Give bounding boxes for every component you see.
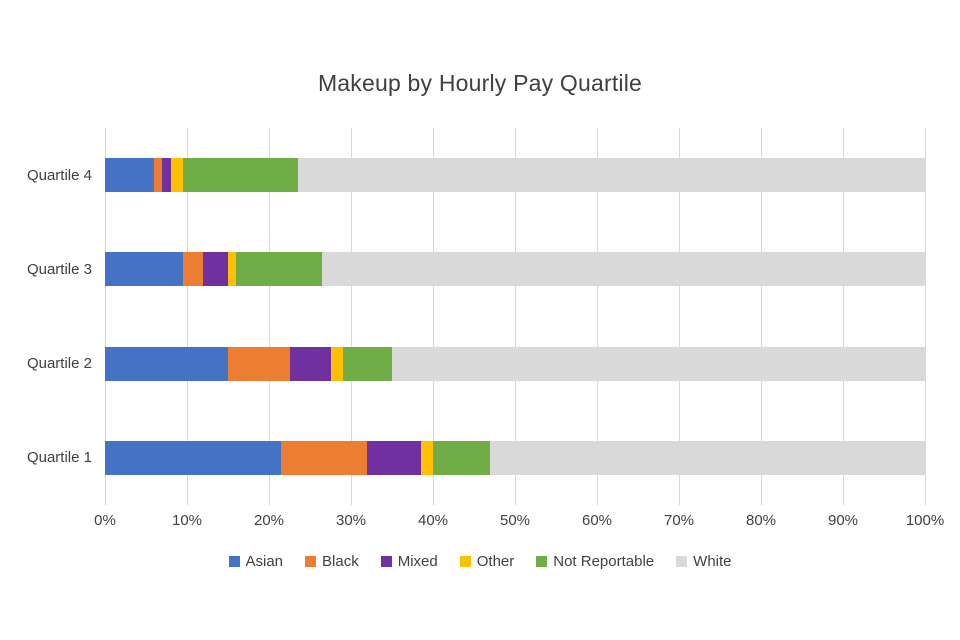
bar-segment-white bbox=[490, 440, 925, 475]
bar-segment-other bbox=[330, 346, 343, 381]
x-tick-label: 80% bbox=[745, 512, 777, 529]
legend-item: Mixed bbox=[380, 553, 438, 570]
x-tick-label: 40% bbox=[417, 512, 449, 529]
gridline bbox=[843, 128, 844, 505]
bar-segment-not-reportable bbox=[182, 158, 298, 193]
bar-segment-not-reportable bbox=[432, 440, 491, 475]
bar-row bbox=[105, 411, 925, 505]
x-tick-label: 10% bbox=[171, 512, 203, 529]
bar-segment-other bbox=[227, 252, 237, 287]
gridline bbox=[433, 128, 434, 505]
stacked-bar bbox=[105, 252, 925, 287]
legend-label: Not Reportable bbox=[553, 553, 655, 570]
gridline bbox=[515, 128, 516, 505]
legend-item: White bbox=[676, 553, 732, 570]
gridline bbox=[761, 128, 762, 505]
bar-segment-asian bbox=[105, 252, 183, 287]
legend-item: Not Reportable bbox=[536, 553, 654, 570]
x-axis-labels: 0% 10% 20% 30% 40% 50% 60% 70% 80% 90% 100% bbox=[94, 512, 944, 532]
chart-title: Makeup by Hourly Pay Quartile bbox=[317, 70, 643, 96]
legend-swatch bbox=[536, 556, 548, 567]
x-tick-label: 60% bbox=[581, 512, 613, 529]
bar-segment-white bbox=[297, 158, 925, 193]
bar-segment-asian bbox=[105, 440, 282, 475]
y-axis-label: Quartile 3 bbox=[26, 260, 92, 278]
x-tick-label: 30% bbox=[335, 512, 367, 529]
legend-swatch bbox=[459, 556, 471, 567]
bar-row bbox=[105, 317, 925, 411]
y-axis-label: Quartile 1 bbox=[26, 449, 92, 467]
legend-item: Other bbox=[459, 553, 515, 570]
legend-label: Black bbox=[322, 553, 359, 570]
x-tick-label: 100% bbox=[905, 512, 945, 529]
x-tick-label: 20% bbox=[253, 512, 285, 529]
gridline bbox=[187, 128, 188, 505]
bar-segment-asian bbox=[105, 158, 155, 193]
legend-swatch bbox=[380, 556, 392, 567]
x-tick-label: 70% bbox=[663, 512, 695, 529]
x-tick-label: 90% bbox=[827, 512, 859, 529]
bar-segment-black bbox=[182, 252, 204, 287]
bar-segment-other bbox=[420, 440, 433, 475]
legend-label: White bbox=[693, 553, 732, 570]
y-axis-label: Quartile 2 bbox=[26, 355, 92, 373]
gridline bbox=[351, 128, 352, 505]
bar-segment-mixed bbox=[203, 252, 228, 287]
bar-segment-black bbox=[154, 158, 163, 193]
stacked-bar bbox=[105, 440, 925, 475]
bar-row bbox=[105, 128, 925, 222]
legend-label: Asian bbox=[245, 553, 284, 570]
bar-segment-black bbox=[281, 440, 368, 475]
bar-segment-white bbox=[391, 346, 925, 381]
legend-item: Black bbox=[305, 553, 359, 570]
bar-segment-asian bbox=[105, 346, 228, 381]
bar-segment-mixed bbox=[367, 440, 421, 475]
bar-segment-other bbox=[170, 158, 183, 193]
gridline bbox=[925, 128, 926, 505]
stacked-bar bbox=[105, 158, 925, 193]
legend: Asian Black Mixed Other Not Reportable White bbox=[0, 553, 960, 570]
bar-segment-mixed bbox=[289, 346, 331, 381]
gridline bbox=[597, 128, 598, 505]
legend-swatch bbox=[228, 556, 240, 567]
legend-label: Mixed bbox=[397, 553, 438, 570]
stacked-bar bbox=[105, 346, 925, 381]
bar-segment-mixed bbox=[162, 158, 171, 193]
bar-segment-black bbox=[228, 346, 290, 381]
plot-area bbox=[105, 128, 926, 505]
bars bbox=[105, 128, 925, 505]
x-tick-label: 50% bbox=[499, 512, 531, 529]
legend-swatch bbox=[676, 556, 688, 567]
bar-row bbox=[105, 222, 925, 316]
bar-segment-white bbox=[322, 252, 925, 287]
legend-item: Asian bbox=[228, 553, 284, 570]
bar-segment-not-reportable bbox=[342, 346, 392, 381]
bar-segment-not-reportable bbox=[236, 252, 323, 287]
gridline bbox=[269, 128, 270, 505]
gridline bbox=[105, 128, 106, 505]
gridline bbox=[679, 128, 680, 505]
legend-swatch bbox=[305, 556, 317, 567]
x-tick-label: 0% bbox=[94, 512, 116, 529]
legend-label: Other bbox=[476, 553, 515, 570]
y-axis-label: Quartile 4 bbox=[26, 166, 92, 184]
y-axis-labels: Quartile 4 Quartile 3 Quartile 2 Quartile 1 bbox=[0, 128, 92, 505]
